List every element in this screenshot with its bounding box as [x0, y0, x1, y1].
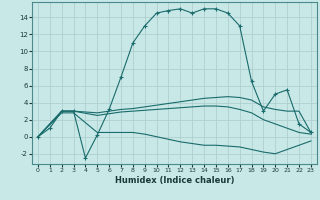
- X-axis label: Humidex (Indice chaleur): Humidex (Indice chaleur): [115, 176, 234, 185]
